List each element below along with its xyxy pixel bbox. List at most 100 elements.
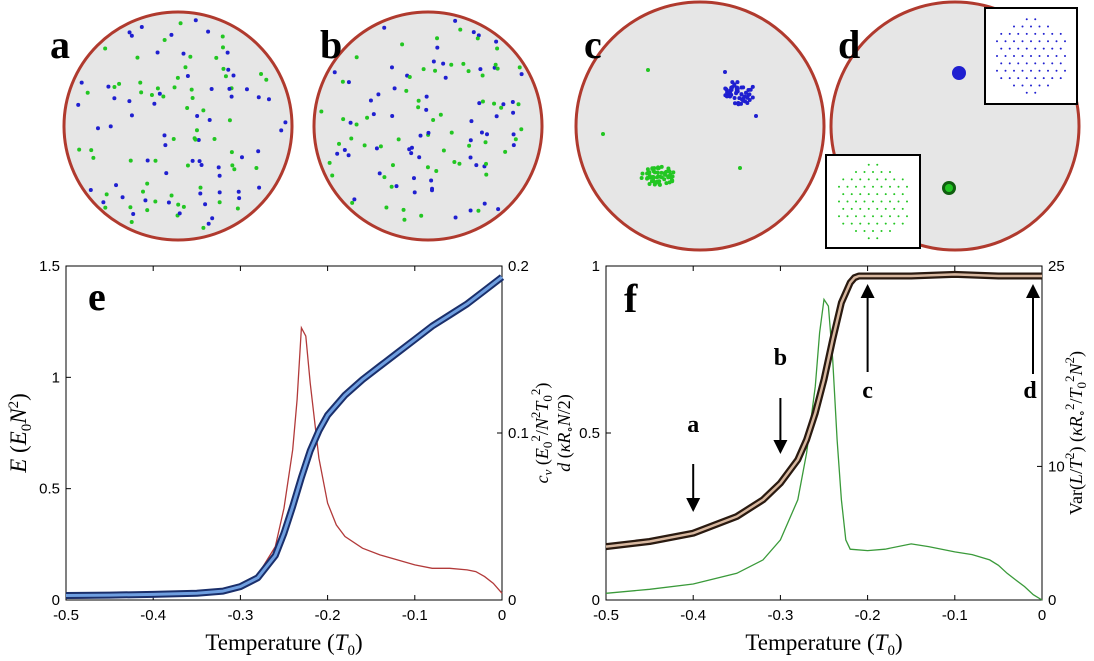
lattice-site [838,215,840,218]
green-particle [449,130,454,135]
blue-particle [177,211,182,216]
green-particle [652,170,657,175]
lattice-site [876,193,879,196]
blue-particle [511,143,516,148]
lattice-site [1017,62,1020,65]
panel-letter-d: d [838,22,860,67]
green-particle [517,65,522,70]
lattice-site [1034,77,1037,80]
lattice-site [1038,40,1041,43]
lattice-site [1013,25,1015,28]
green-particle [435,36,440,41]
arrow-head [860,284,875,298]
lattice-site [838,185,840,188]
green-particle [389,184,394,189]
green-particle [480,73,485,78]
stray-particle [738,166,742,170]
lattice-site [855,185,857,188]
green-particle [466,69,471,74]
y-left-tick-label: 0 [52,592,60,609]
green-particle [457,161,462,166]
blue-particle [741,85,746,90]
lattice-site [1000,32,1003,35]
green-particle [362,143,367,148]
green-particle [664,181,669,186]
lattice-site [850,178,853,181]
blue-particle [494,114,499,119]
blue-particle [453,215,458,220]
green-particle [145,181,150,186]
blue-particle [429,188,434,193]
green-particle [666,168,671,173]
arrow-b: b [773,345,788,454]
green-particle [671,170,676,175]
lattice-site [1055,69,1058,72]
green-particle [140,189,145,194]
arrow-c: c [860,284,875,404]
green-particle [647,170,652,175]
blue-particle [474,163,479,168]
y-left-tick-label: 1 [52,369,60,386]
panel-f-y-right-ticks: 0 10 25 [1037,258,1065,609]
blue-particle [101,200,106,205]
lattice-site [1025,77,1028,80]
panel-e-series [65,274,505,599]
lattice-site [867,222,870,225]
lattice-site [850,193,853,196]
green-particle [153,158,158,163]
blue-particle [332,70,337,75]
blue-particle [127,30,132,35]
green-particle [467,143,472,148]
x-tick-label: -0.5 [593,607,619,624]
x-tick-label: -0.3 [767,607,793,624]
lattice-site [1030,69,1032,72]
panel-f-letter: f [624,276,638,321]
blue-particle [217,190,222,195]
blue-particle [226,67,231,72]
blue-particle [736,102,741,107]
green-particle [654,179,659,184]
lattice-site [872,200,874,203]
lattice-site [889,215,891,218]
lattice-site [1034,62,1037,65]
lattice-site [1034,47,1037,50]
lattice-site [863,171,866,174]
blue-particle [734,85,739,90]
green-particle [212,137,217,142]
green-particle [220,34,225,39]
lattice-site [901,178,904,181]
blue-particle [166,200,171,205]
blue-particle [734,91,739,96]
blue-particle [145,158,150,163]
blue-particle [750,84,755,89]
blue-particle [501,102,506,107]
green-particle [656,165,661,170]
green-particle [449,62,454,67]
blue-particle [216,165,221,170]
lattice-site [855,229,857,232]
green-particle [659,170,664,175]
green-particle [217,200,222,205]
green-particle [354,122,359,127]
lattice-site [1013,55,1015,57]
lattice-site [1017,32,1020,35]
lattice-site [1021,69,1024,72]
blue-particle [750,95,755,100]
lattice-site [1025,47,1028,50]
green-particle [198,185,203,190]
green-particle [513,137,518,142]
lattice-site [872,185,874,188]
blue-particle [162,133,167,138]
lattice-site [859,207,862,210]
lattice-site [859,178,862,181]
green-particle [254,166,259,171]
lattice-site [876,222,879,225]
y-right-tick-label: 0 [1048,592,1056,609]
green-particle [378,144,383,149]
lattice-site [1013,69,1015,72]
green-particle [382,175,387,180]
lattice-site [859,193,862,196]
green-particle [129,219,134,224]
disk-panel-b: b [312,10,544,242]
arrow-label-b: b [774,345,787,371]
